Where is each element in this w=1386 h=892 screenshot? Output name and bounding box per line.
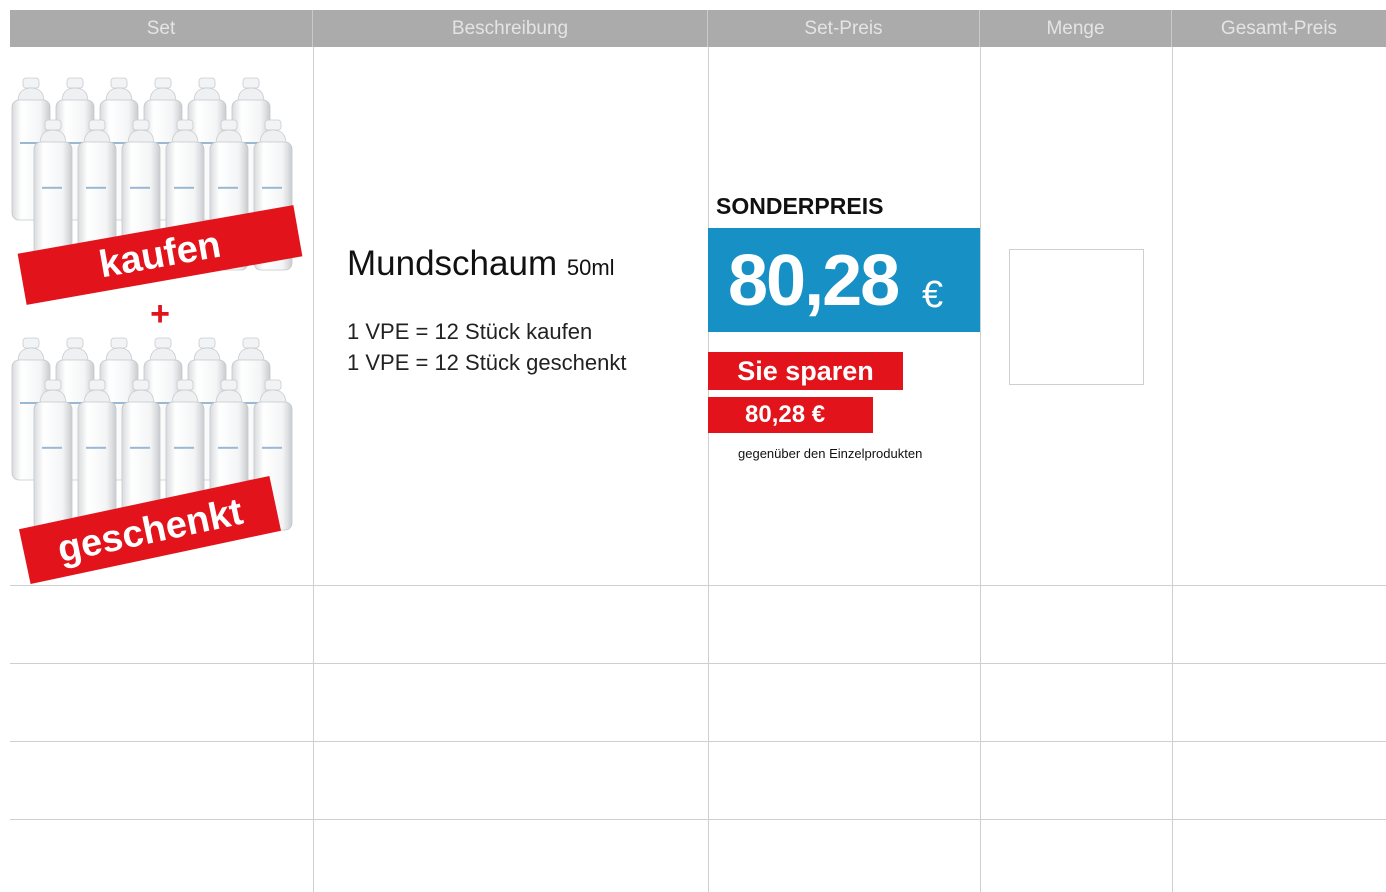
bottle-part bbox=[262, 447, 282, 449]
plus-sign: + bbox=[150, 295, 170, 333]
detail-line: 1 VPE = 12 Stück geschenkt bbox=[347, 347, 626, 378]
bottle-part bbox=[177, 120, 193, 130]
column-line bbox=[708, 47, 709, 892]
bottle-part bbox=[45, 120, 61, 130]
bottle-part bbox=[265, 120, 281, 130]
header-cell: Menge bbox=[980, 10, 1172, 47]
product-title: Mundschaum 50ml bbox=[347, 244, 615, 284]
bottle-part bbox=[111, 78, 127, 88]
bottle-part bbox=[133, 120, 149, 130]
bottle-part bbox=[155, 338, 171, 348]
bottle-part bbox=[34, 402, 72, 530]
bottle-part bbox=[130, 447, 150, 449]
product-name: Mundschaum bbox=[347, 244, 557, 283]
header-cell: Gesamt-Preis bbox=[1172, 10, 1386, 47]
row-line bbox=[10, 819, 1386, 820]
bottle-part bbox=[42, 447, 62, 449]
header-cell: Set-Preis bbox=[708, 10, 980, 47]
price-currency: € bbox=[922, 274, 943, 317]
bottle-part bbox=[45, 380, 61, 390]
column-line bbox=[313, 47, 314, 892]
bottle-part bbox=[89, 380, 105, 390]
savings-note: gegenüber den Einzelprodukten bbox=[738, 446, 922, 461]
bottle-part bbox=[218, 187, 238, 189]
special-price-badge: SONDERPREIS bbox=[716, 193, 883, 220]
bottle-part bbox=[218, 447, 238, 449]
price-amount: 80,28 bbox=[728, 240, 898, 322]
bottle-part bbox=[67, 338, 83, 348]
bottle-part bbox=[23, 338, 39, 348]
price-box: 80,28 € bbox=[708, 228, 980, 332]
bottle-part bbox=[265, 380, 281, 390]
bottle-part bbox=[111, 338, 127, 348]
bottle-part bbox=[221, 120, 237, 130]
bottle-part bbox=[89, 120, 105, 130]
column-line bbox=[1172, 47, 1173, 892]
row-line bbox=[10, 585, 1386, 586]
bottle-part bbox=[23, 78, 39, 88]
bottle-part bbox=[86, 447, 106, 449]
bottle-part bbox=[86, 187, 106, 189]
bottle-part bbox=[42, 187, 62, 189]
bottle-part bbox=[130, 187, 150, 189]
bottle-part bbox=[199, 78, 215, 88]
header-cell: Beschreibung bbox=[313, 10, 708, 47]
bottle-part bbox=[133, 380, 149, 390]
bottle-part bbox=[221, 380, 237, 390]
quantity-input[interactable] bbox=[1009, 249, 1144, 385]
product-image: kaufen + geschenkt bbox=[0, 60, 313, 585]
savings-amount: 80,28 € bbox=[708, 397, 873, 433]
column-line bbox=[980, 47, 981, 892]
bottle-part bbox=[243, 78, 259, 88]
bottle-part bbox=[155, 78, 171, 88]
row-line bbox=[10, 663, 1386, 664]
bottle-part bbox=[262, 187, 282, 189]
bottle-part bbox=[177, 380, 193, 390]
bottle-part bbox=[243, 338, 259, 348]
product-size: 50ml bbox=[567, 255, 615, 280]
detail-line: 1 VPE = 12 Stück kaufen bbox=[347, 316, 626, 347]
product-details: 1 VPE = 12 Stück kaufen 1 VPE = 12 Stück… bbox=[347, 316, 626, 378]
bottle-part bbox=[199, 338, 215, 348]
page: Set Beschreibung Set-Preis Menge Gesamt-… bbox=[0, 0, 1386, 892]
bottle-part bbox=[67, 78, 83, 88]
savings-label: Sie sparen bbox=[708, 352, 903, 390]
bottle-part bbox=[174, 187, 194, 189]
row-line bbox=[10, 741, 1386, 742]
bottle-part bbox=[174, 447, 194, 449]
header-cell: Set bbox=[10, 10, 313, 47]
